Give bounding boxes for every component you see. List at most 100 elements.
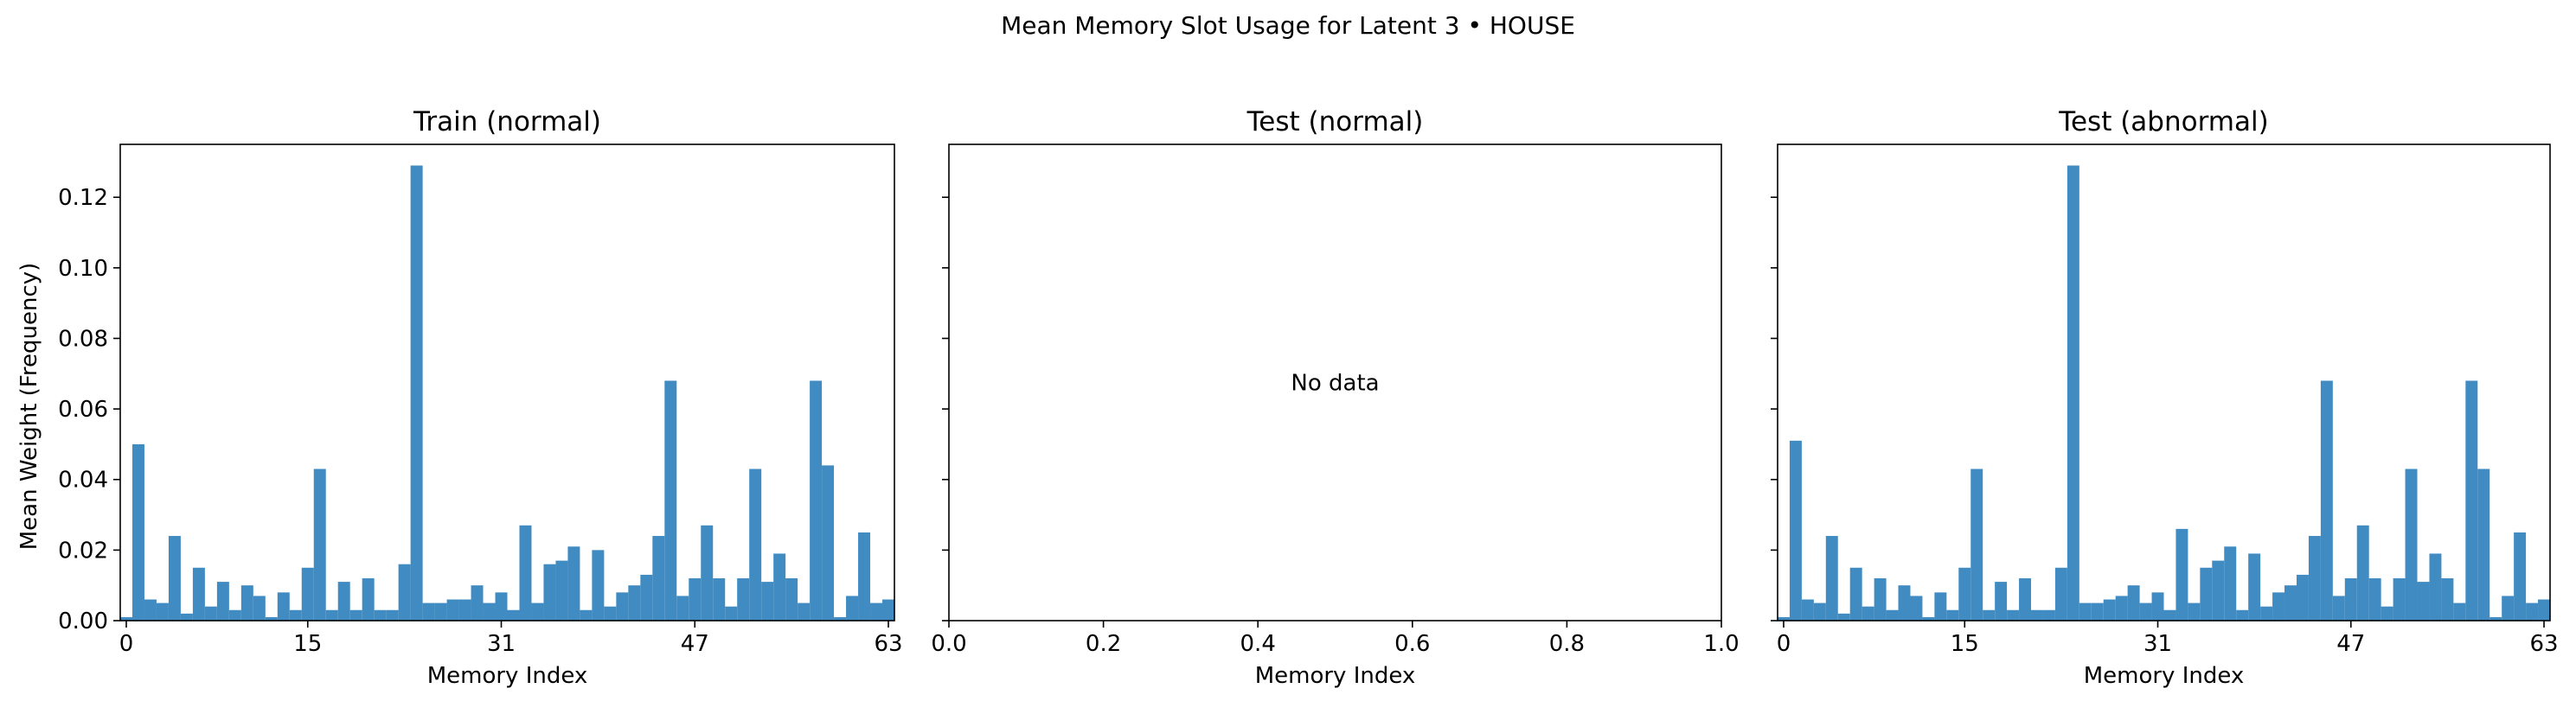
bar-57: [2465, 380, 2478, 621]
bar-28: [458, 599, 471, 621]
bar-6: [1849, 567, 1862, 621]
bar-53: [761, 582, 774, 621]
bar-4: [1825, 536, 1838, 621]
x-tick-label: 15: [1951, 631, 1979, 657]
bar-46: [2332, 596, 2345, 621]
bar-49: [713, 578, 726, 621]
bar-0: [120, 616, 132, 621]
bar-17: [325, 609, 338, 621]
bar-39: [592, 550, 605, 621]
bar-58: [822, 465, 835, 621]
bar-37: [2224, 546, 2237, 621]
bar-24: [2067, 165, 2079, 622]
panel-2: Test (normal) 0.0 0.2 0.4 0.6 0.8 1.0 Memory In…: [931, 106, 1739, 689]
bar-25: [422, 602, 435, 621]
bar-51: [737, 578, 750, 621]
bar-1: [131, 443, 144, 621]
bar-35: [543, 564, 556, 621]
bar-31: [2151, 592, 2164, 621]
bar-55: [785, 578, 798, 621]
panels: Train (normal)0.000.020.040.060.080.100.…: [58, 106, 2558, 689]
bar-37: [567, 546, 580, 621]
bar-28: [2115, 596, 2128, 621]
bar-56: [798, 602, 811, 621]
bar-52: [749, 469, 762, 621]
bar-47: [2344, 578, 2357, 621]
y-tick-label: 0.00: [58, 609, 108, 634]
bar-36: [2212, 560, 2225, 621]
bar-61: [858, 532, 871, 621]
no-data-message: No data: [1291, 371, 1379, 397]
bar-25: [2079, 602, 2092, 621]
bar-59: [2489, 616, 2502, 621]
x-tick-label: 0.2: [1086, 631, 1121, 657]
bar-19: [2007, 609, 2020, 621]
bar-16: [1970, 469, 1983, 621]
bar-12: [265, 616, 278, 621]
bar-8: [1874, 578, 1887, 621]
bar-15: [301, 567, 314, 621]
chart-suptitle: Mean Memory Slot Usage for Latent 3 • HO…: [1001, 11, 1575, 40]
bar-61: [2514, 532, 2527, 621]
bar-29: [2127, 585, 2140, 621]
bar-29: [471, 585, 484, 621]
bar-24: [410, 165, 423, 622]
bar-11: [253, 596, 266, 621]
bar-27: [446, 599, 459, 621]
bar-9: [1886, 609, 1899, 621]
bar-43: [640, 574, 653, 621]
bar-52: [2405, 469, 2418, 621]
x-tick-label: 0.4: [1240, 631, 1276, 657]
bar-43: [2296, 574, 2309, 621]
x-tick-label: 0.6: [1394, 631, 1430, 657]
bar-63: [2538, 599, 2550, 621]
bar-23: [2054, 567, 2067, 621]
bar-41: [616, 592, 629, 621]
bar-1: [1789, 440, 1802, 621]
bar-56: [2453, 602, 2466, 621]
bar-30: [483, 602, 496, 621]
panel-title: Test (abnormal): [2058, 106, 2268, 137]
bar-2: [144, 599, 157, 621]
x-tick-label: 1.0: [1703, 631, 1739, 657]
bar-60: [846, 596, 859, 621]
bar-42: [2284, 585, 2297, 621]
bar-45: [664, 380, 677, 621]
bar-49: [2368, 578, 2381, 621]
bar-54: [2429, 553, 2442, 621]
bar-20: [362, 578, 375, 621]
bar-44: [2308, 536, 2321, 621]
bar-4: [168, 536, 181, 621]
bar-33: [519, 525, 532, 621]
bar-18: [337, 582, 350, 621]
y-axis-label: Mean Weight (Frequency): [16, 263, 42, 551]
bar-31: [495, 592, 508, 621]
bar-3: [156, 602, 169, 621]
bar-38: [580, 609, 593, 621]
y-tick-label: 0.08: [58, 326, 108, 352]
bar-35: [2200, 567, 2213, 621]
bar-13: [277, 592, 290, 621]
bar-23: [398, 564, 411, 621]
bar-51: [2393, 578, 2406, 621]
bar-3: [1813, 602, 1826, 621]
x-tick-label: 15: [293, 631, 322, 657]
bar-54: [773, 553, 786, 621]
bar-58: [2477, 469, 2490, 621]
y-tick-label: 0.06: [58, 397, 108, 423]
x-tick-label: 0.8: [1549, 631, 1585, 657]
bar-19: [349, 609, 362, 621]
x-tick-label: 47: [681, 631, 709, 657]
bar-15: [1958, 567, 1971, 621]
bar-41: [2272, 592, 2285, 621]
bar-9: [228, 609, 241, 621]
bar-42: [628, 585, 641, 621]
bar-32: [2163, 609, 2176, 621]
bar-59: [834, 616, 847, 621]
x-axis-label: Memory Index: [1255, 663, 1416, 689]
bar-57: [810, 380, 823, 621]
y-tick-label: 0.04: [58, 468, 108, 494]
bar-55: [2441, 578, 2454, 621]
x-axis-label: Memory Index: [427, 663, 588, 689]
